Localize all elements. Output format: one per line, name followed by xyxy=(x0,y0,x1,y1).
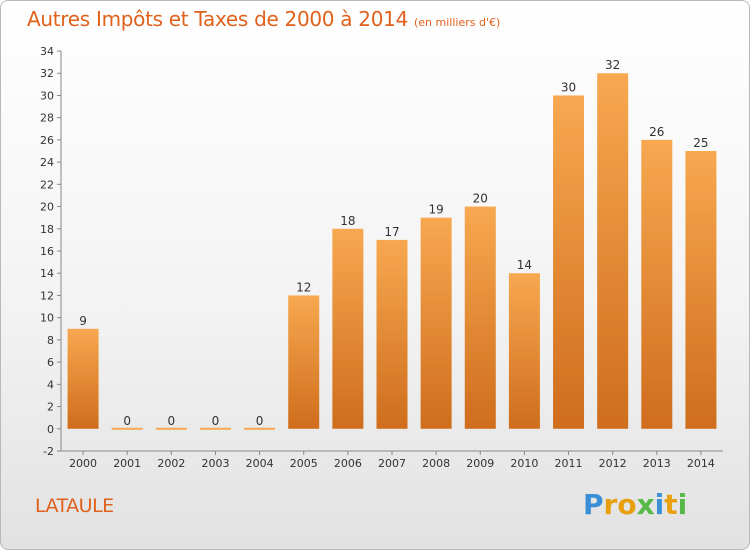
bar xyxy=(508,273,540,429)
y-tick-label: 34 xyxy=(40,45,54,58)
y-tick-label: 16 xyxy=(40,245,54,258)
x-tick-label: 2000 xyxy=(69,457,97,470)
bar-value-label: 25 xyxy=(693,136,708,150)
x-tick-label: 2013 xyxy=(643,457,671,470)
bar xyxy=(111,427,143,430)
x-axis-tick-labels: 2000 2001 2002 2003 2004 2005 2006 2007 2008 2009… xyxy=(69,457,715,470)
x-tick-label: 2012 xyxy=(599,457,627,470)
x-tick-label: 2006 xyxy=(334,457,362,470)
y-tick-label: 6 xyxy=(47,356,54,369)
chart-subtitle: (en milliers d'€) xyxy=(414,16,501,29)
bar-value-label: 0 xyxy=(212,414,220,428)
x-tick-label: 2005 xyxy=(290,457,318,470)
logo-letter: x xyxy=(636,488,655,521)
y-tick-label: 26 xyxy=(40,134,54,147)
chart-bars xyxy=(67,73,717,430)
bar-value-label: 19 xyxy=(428,203,443,217)
bar xyxy=(199,427,231,430)
bar-value-label: 12 xyxy=(296,280,311,294)
y-tick-label: -2 xyxy=(43,445,54,458)
bar-value-label: 20 xyxy=(473,192,488,206)
x-tick-label: 2001 xyxy=(113,457,141,470)
x-tick-label: 2004 xyxy=(246,457,274,470)
chart-data-labels: 9 0 0 0 0 12 18 17 19 20 14 30 32 26 25 xyxy=(79,58,708,428)
chart-axes xyxy=(57,50,723,455)
y-tick-label: 32 xyxy=(40,67,54,80)
bar xyxy=(155,427,187,430)
x-tick-label: 2009 xyxy=(466,457,494,470)
y-tick-label: 20 xyxy=(40,201,54,214)
bar-value-label: 32 xyxy=(605,58,620,72)
commune-name: LATAULE xyxy=(35,495,114,517)
logo-letter: P xyxy=(583,488,604,521)
bar xyxy=(332,228,364,429)
x-tick-label: 2008 xyxy=(422,457,450,470)
logo-letter: r xyxy=(603,488,618,521)
bar-value-label: 9 xyxy=(79,314,87,328)
y-tick-label: 2 xyxy=(47,401,54,414)
bar-value-label: 14 xyxy=(517,258,532,272)
y-tick-label: 10 xyxy=(40,312,54,325)
bar-value-label: 30 xyxy=(561,80,576,94)
logo-letter: i xyxy=(677,488,688,521)
logo-letter: i xyxy=(654,488,665,521)
y-tick-label: 12 xyxy=(40,289,54,302)
bar xyxy=(641,139,673,429)
y-tick-label: 30 xyxy=(40,89,54,102)
y-tick-label: 0 xyxy=(47,423,54,436)
bar xyxy=(376,239,408,429)
bar-value-label: 0 xyxy=(256,414,264,428)
chart-title: Autres Impôts et Taxes de 2000 à 2014 (en… xyxy=(27,7,500,31)
logo-letter: o xyxy=(617,488,637,521)
bar xyxy=(67,328,99,429)
bar xyxy=(288,295,320,429)
x-tick-label: 2011 xyxy=(555,457,583,470)
x-tick-label: 2003 xyxy=(201,457,229,470)
y-tick-label: 4 xyxy=(47,378,54,391)
y-tick-label: 14 xyxy=(40,267,54,280)
bar-value-label: 17 xyxy=(384,225,399,239)
y-tick-label: 28 xyxy=(40,112,54,125)
bar-value-label: 0 xyxy=(123,414,131,428)
y-tick-label: 8 xyxy=(47,334,54,347)
proxiti-logo: Proxiti xyxy=(583,488,687,521)
y-tick-label: 18 xyxy=(40,223,54,236)
bar-value-label: 26 xyxy=(649,125,664,139)
bar-value-label: 0 xyxy=(168,414,176,428)
bar-value-label: 18 xyxy=(340,214,355,228)
bar xyxy=(464,206,496,429)
bar xyxy=(244,427,276,430)
logo-letter: t xyxy=(664,488,678,521)
chart-title-text: Autres Impôts et Taxes de 2000 à 2014 xyxy=(27,7,408,31)
y-tick-label: 22 xyxy=(40,178,54,191)
bar xyxy=(553,95,585,429)
x-tick-label: 2002 xyxy=(157,457,185,470)
x-tick-label: 2010 xyxy=(510,457,538,470)
x-tick-label: 2014 xyxy=(687,457,715,470)
bar xyxy=(420,217,452,429)
bar xyxy=(597,73,629,429)
bar xyxy=(685,151,717,429)
y-tick-label: 24 xyxy=(40,156,54,169)
x-tick-label: 2007 xyxy=(378,457,406,470)
